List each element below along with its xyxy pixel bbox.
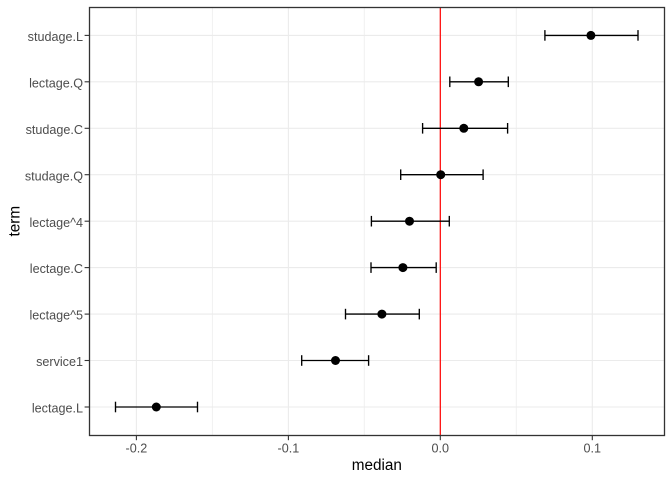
svg-text:-0.1: -0.1 — [278, 442, 300, 456]
svg-text:median: median — [352, 457, 402, 474]
svg-text:lectage^5: lectage^5 — [29, 309, 83, 323]
svg-text:studage.L: studage.L — [28, 30, 83, 44]
svg-text:lectage^4: lectage^4 — [29, 216, 83, 230]
svg-text:lectage.C: lectage.C — [30, 262, 83, 276]
svg-text:lectage.Q: lectage.Q — [29, 76, 83, 90]
svg-text:lectage.L: lectage.L — [32, 402, 83, 416]
svg-text:term: term — [7, 206, 24, 237]
svg-text:studage.C: studage.C — [26, 123, 83, 137]
svg-text:-0.2: -0.2 — [126, 442, 148, 456]
svg-text:service1: service1 — [36, 355, 83, 369]
svg-text:0.0: 0.0 — [432, 442, 450, 456]
svg-text:0.1: 0.1 — [584, 442, 602, 456]
svg-text:studage.Q: studage.Q — [25, 169, 83, 183]
